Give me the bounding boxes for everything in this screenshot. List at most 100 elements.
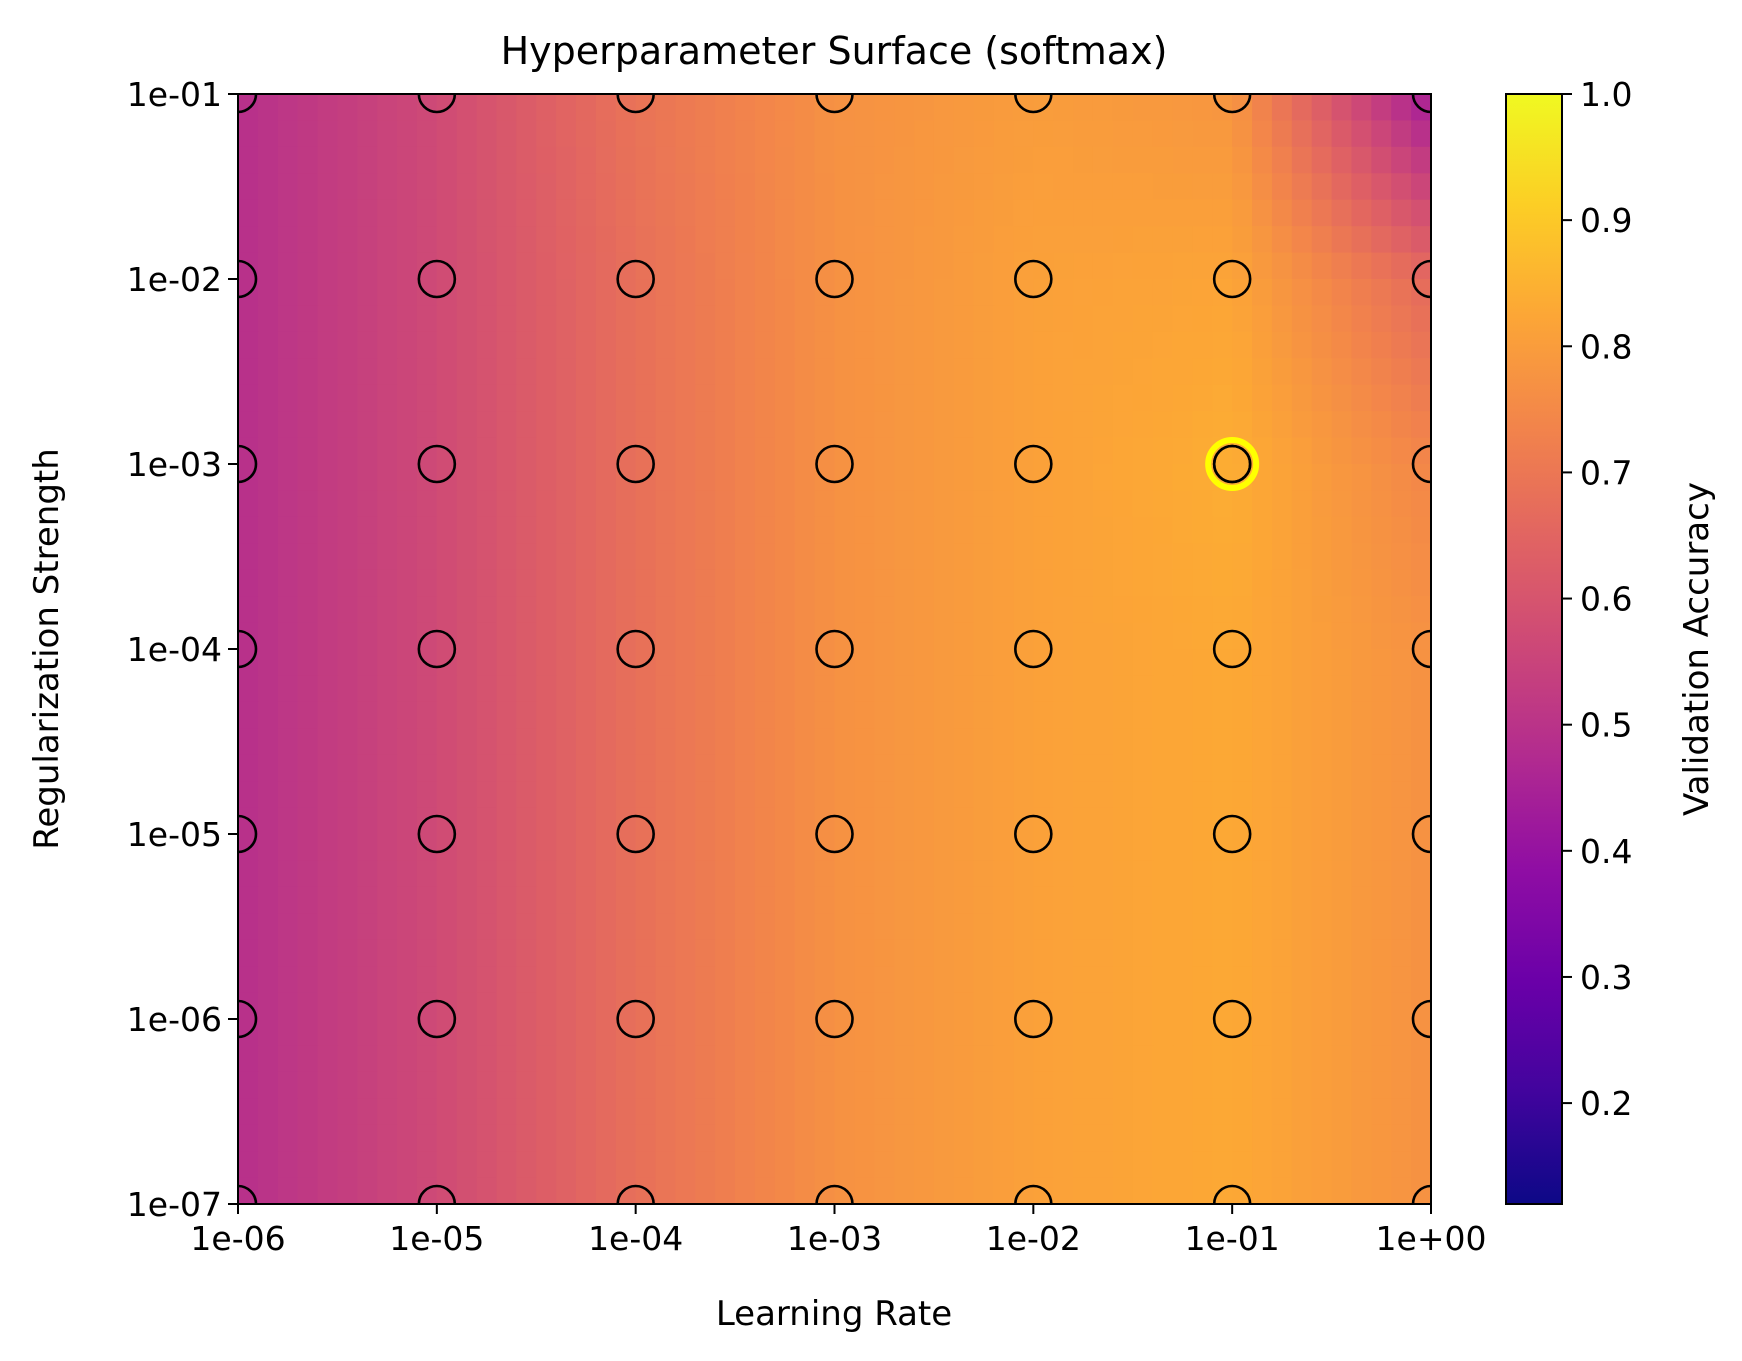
heatmap-cell: [794, 279, 816, 307]
heatmap-cell: [1212, 199, 1233, 227]
heatmap-cell: [576, 120, 597, 148]
heatmap-cell: [1331, 1124, 1353, 1152]
heatmap-cell: [973, 464, 995, 492]
heatmap-cell: [1311, 464, 1333, 492]
heatmap-cell: [774, 860, 796, 888]
grid-point-marker: [616, 444, 655, 484]
heatmap-cell: [595, 966, 617, 994]
heatmap-cell: [1252, 94, 1273, 122]
heatmap-cell: [854, 1098, 876, 1126]
heatmap-cell: [1112, 622, 1134, 650]
heatmap-cell: [1371, 754, 1393, 782]
heatmap-cell: [1092, 1098, 1114, 1126]
heatmap-cell: [595, 596, 617, 624]
heatmap-cell: [1291, 728, 1313, 756]
heatmap-cell: [397, 992, 418, 1020]
heatmap-cell: [277, 94, 299, 122]
heatmap-cell: [675, 966, 697, 994]
heatmap-cell: [1033, 1045, 1055, 1073]
heatmap-cell: [297, 939, 319, 967]
heatmap-cell: [615, 543, 637, 571]
heatmap-cell: [635, 886, 657, 915]
heatmap-cell: [397, 464, 418, 492]
heatmap-cell: [516, 120, 538, 148]
heatmap-cell: [1132, 120, 1154, 148]
heatmap-cell: [973, 331, 995, 360]
heatmap-cell: [1172, 464, 1194, 492]
heatmap-cell: [914, 1151, 935, 1179]
heatmap-cell: [416, 437, 438, 465]
heatmap-cell: [1112, 305, 1134, 333]
heatmap-cell: [357, 992, 378, 1020]
heatmap-cell: [1311, 675, 1333, 703]
heatmap-cell: [516, 516, 538, 545]
heatmap-cell: [1371, 834, 1393, 862]
heatmap-cell: [1092, 411, 1114, 439]
heatmap-cell: [1391, 596, 1412, 624]
heatmap-cell: [1112, 1151, 1134, 1179]
heatmap-cell: [1192, 279, 1214, 307]
heatmap-cell: [1331, 120, 1353, 148]
heatmap-cell: [397, 939, 418, 967]
heatmap-cell: [1371, 305, 1393, 333]
heatmap-cell: [675, 358, 697, 386]
heatmap-cell: [536, 622, 557, 650]
heatmap-cell: [774, 464, 796, 492]
heatmap-cell: [1092, 596, 1114, 624]
heatmap-cell: [277, 543, 299, 571]
heatmap-cell: [277, 331, 299, 360]
heatmap-cell: [854, 834, 876, 862]
heatmap-cell: [576, 596, 597, 624]
heatmap-cell: [993, 1071, 1015, 1100]
heatmap-cell: [1033, 331, 1055, 360]
heatmap-cell: [496, 939, 518, 967]
heatmap-cell: [377, 992, 398, 1020]
heatmap-cell: [854, 569, 876, 597]
heatmap-cell: [754, 358, 776, 386]
heatmap-cell: [894, 279, 915, 307]
heatmap-cell: [754, 1151, 776, 1179]
heatmap-cell: [456, 860, 478, 888]
heatmap-cell: [476, 860, 498, 888]
heatmap-cell: [754, 649, 776, 677]
heatmap-cell: [874, 490, 895, 518]
heatmap-cell: [1053, 516, 1074, 545]
heatmap-cell: [1232, 886, 1253, 915]
heatmap-cell: [397, 173, 418, 201]
heatmap-cell: [595, 1124, 617, 1152]
heatmap-cell: [1252, 992, 1273, 1020]
heatmap-cell: [973, 1124, 995, 1152]
heatmap-cell: [1331, 675, 1353, 703]
heatmap-cell: [536, 1098, 557, 1126]
heatmap-cell: [496, 728, 518, 756]
heatmap-cell: [1331, 252, 1353, 280]
heatmap-cell: [536, 173, 557, 201]
heatmap-cell: [1192, 992, 1214, 1020]
heatmap-cell: [397, 1177, 418, 1204]
heatmap-cell: [854, 305, 876, 333]
heatmap-cell: [914, 358, 935, 386]
heatmap-cell: [496, 173, 518, 201]
heatmap-cell: [1311, 279, 1333, 307]
heatmap-cell: [556, 384, 577, 412]
heatmap-cell: [1351, 305, 1373, 333]
heatmap-cell: [1013, 146, 1035, 175]
heatmap-cell: [317, 358, 339, 386]
heatmap-cell: [754, 913, 776, 941]
grid-point-marker: [238, 629, 258, 669]
heatmap-cell: [516, 1177, 538, 1204]
heatmap-cell: [576, 913, 597, 941]
heatmap-cell: [675, 1098, 697, 1126]
heatmap-cell: [238, 543, 259, 571]
heatmap-cell: [615, 596, 637, 624]
heatmap-cell: [476, 120, 498, 148]
heatmap-cell: [397, 860, 418, 888]
heatmap-cell: [1311, 701, 1333, 730]
heatmap-cell: [914, 675, 935, 703]
heatmap-cell: [496, 1098, 518, 1126]
heatmap-cell: [1411, 490, 1431, 518]
heatmap-cell: [1033, 596, 1055, 624]
heatmap-cell: [436, 939, 458, 967]
heatmap-cell: [635, 622, 657, 650]
heatmap-cell: [436, 1071, 458, 1100]
